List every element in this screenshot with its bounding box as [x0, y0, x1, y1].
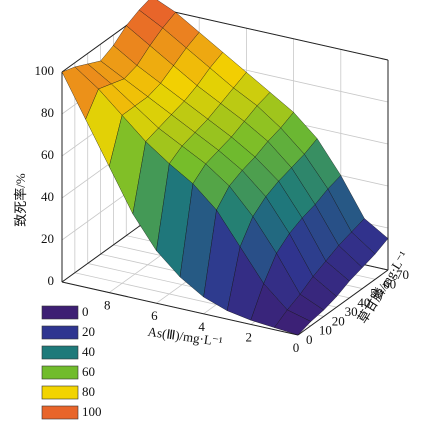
legend-swatch: [41, 405, 79, 420]
axis-edge: [297, 269, 389, 336]
y-tick-label: 10: [319, 323, 332, 338]
z-tick-label: 0: [48, 273, 55, 288]
legend-label: 80: [82, 384, 95, 399]
x-tick-label: 6: [151, 308, 158, 323]
z-tick-label: 40: [41, 189, 54, 204]
axis-edge: [61, 216, 153, 283]
z-tick-label: 100: [35, 63, 55, 78]
y-tick-label: 0: [306, 332, 313, 347]
x-axis-title: As(Ⅲ)/mg·L⁻¹: [147, 324, 224, 349]
z-tick-label: 20: [41, 231, 54, 246]
x-tick-label: 4: [198, 319, 205, 334]
z-axis-title: 致死率/%: [13, 173, 28, 227]
axis-edge: [151, 6, 389, 61]
legend-label: 40: [82, 344, 95, 359]
legend-label: 0: [82, 304, 89, 319]
legend-swatch: [41, 345, 79, 360]
y-tick-label: 40: [357, 295, 370, 310]
y-tick-label: 50: [370, 286, 383, 301]
legend-label: 20: [82, 324, 95, 339]
legend-label: 100: [82, 404, 102, 419]
legend-swatch: [41, 385, 79, 400]
legend-swatch: [41, 365, 79, 380]
x-tick-label: 2: [246, 329, 253, 344]
y-tick-label: 20: [332, 313, 345, 328]
z-tick-label: 60: [41, 147, 54, 162]
y-tick-label: 70: [396, 267, 409, 282]
legend-swatch: [41, 325, 79, 340]
y-tick-label: 60: [383, 276, 396, 291]
x-tick-label: 0: [293, 340, 300, 355]
legend-swatch: [41, 305, 79, 320]
legend-label: 60: [82, 364, 95, 379]
surface-cell: [274, 309, 312, 336]
z-tick-label: 80: [41, 105, 54, 120]
x-tick-label: 8: [104, 298, 111, 313]
axis-edge: [61, 281, 299, 336]
y-tick-label: 30: [345, 304, 358, 319]
